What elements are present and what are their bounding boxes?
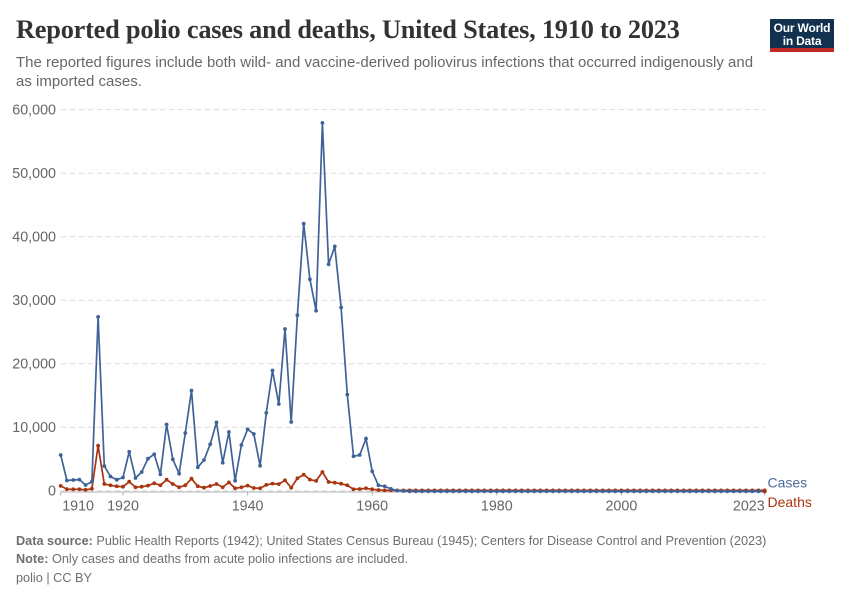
svg-text:1910: 1910 [62,499,94,515]
svg-text:Cases: Cases [768,475,808,491]
svg-text:1980: 1980 [481,499,513,515]
svg-text:10,000: 10,000 [12,420,56,436]
svg-text:2023: 2023 [733,499,765,515]
svg-text:1960: 1960 [356,499,388,515]
svg-text:1940: 1940 [232,499,264,515]
svg-text:60,000: 60,000 [12,102,56,118]
svg-text:20,000: 20,000 [12,356,56,372]
svg-text:2000: 2000 [605,499,637,515]
svg-text:0: 0 [48,484,56,500]
svg-text:50,000: 50,000 [12,166,56,182]
svg-text:1920: 1920 [107,499,139,515]
svg-text:30,000: 30,000 [12,293,56,309]
svg-text:Deaths: Deaths [768,494,812,510]
svg-text:40,000: 40,000 [12,229,56,245]
